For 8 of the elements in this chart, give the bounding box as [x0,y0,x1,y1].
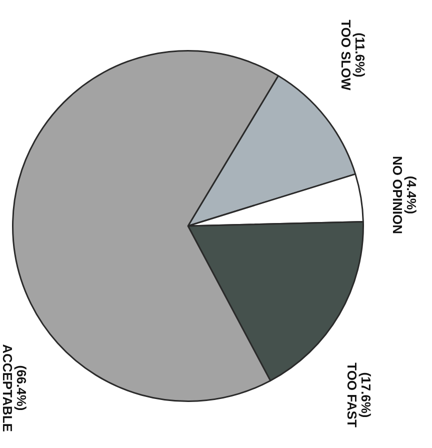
slice-label: TOO FAST [344,362,359,428]
data-label: (4.4%) [404,176,420,214]
data-label: (17.6%) [358,372,373,418]
slice-label: NO OPINION [390,156,405,234]
data-label: (11.6%) [352,32,367,78]
slice-label: ACCEPTABLE [0,344,15,432]
data-label: (66.4%) [14,365,29,411]
slice-label: TOO SLOW [338,20,353,90]
